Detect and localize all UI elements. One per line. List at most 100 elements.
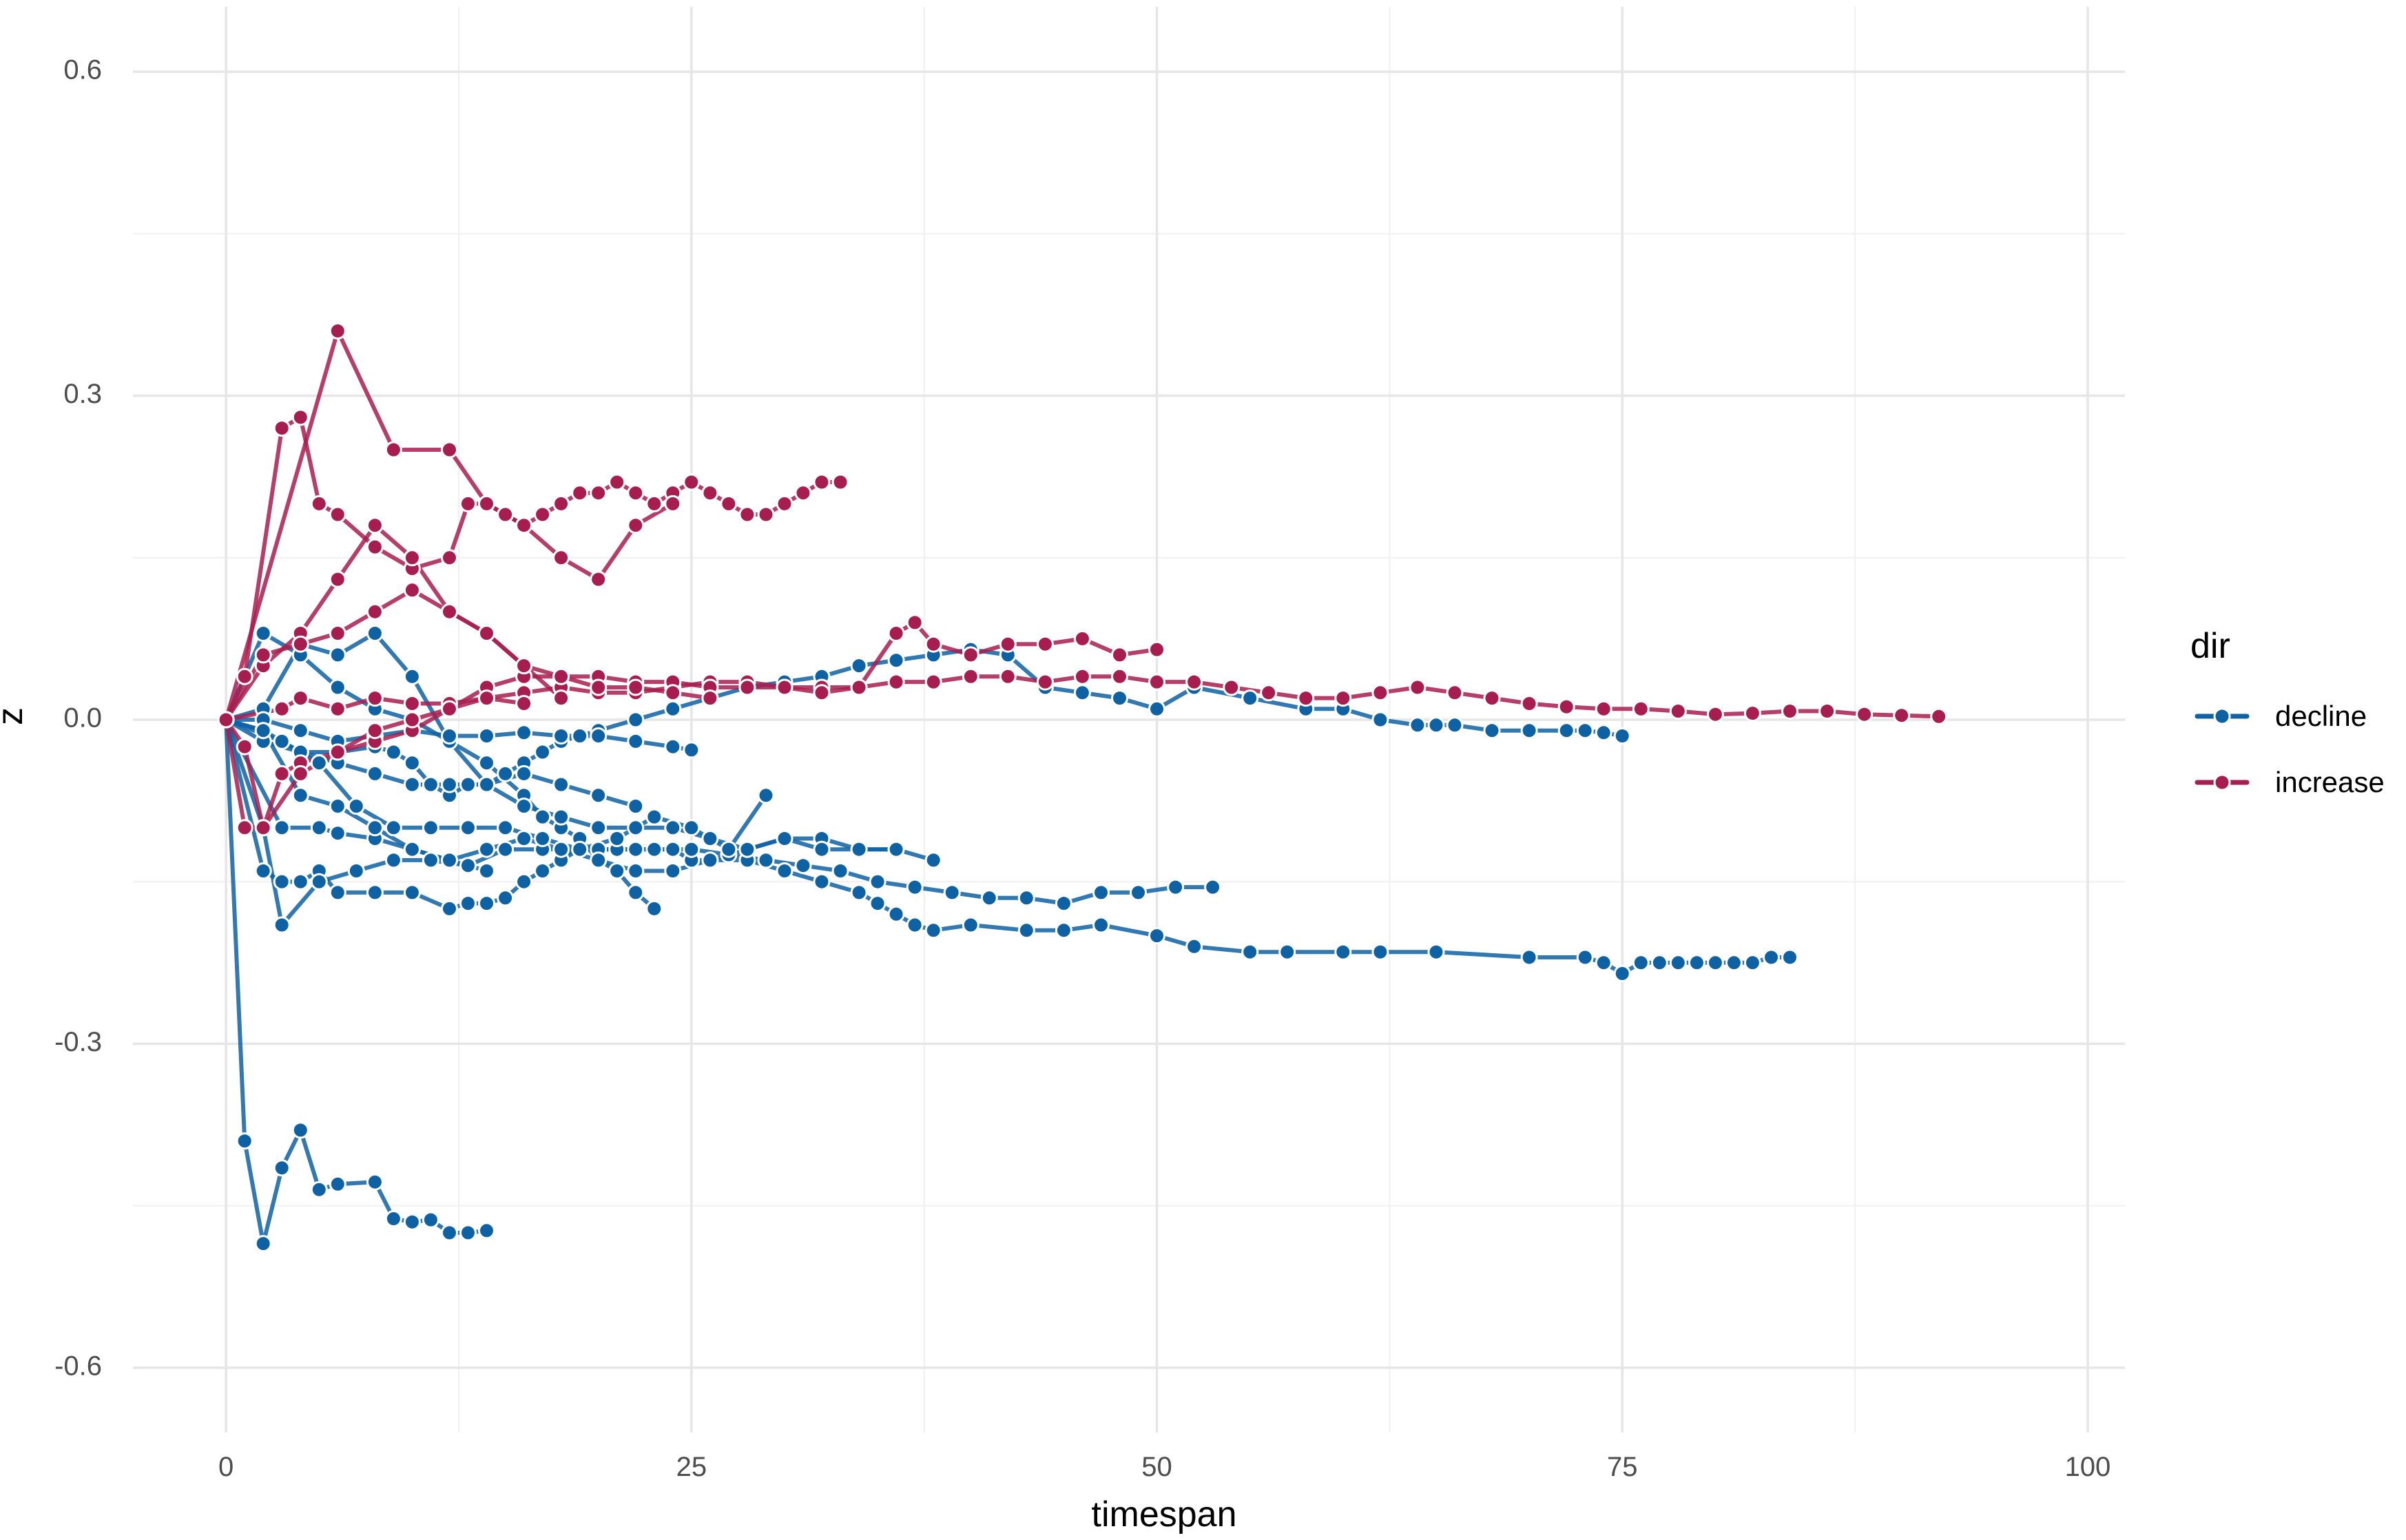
data-point-increase	[552, 495, 570, 512]
data-point-decline	[441, 1224, 458, 1242]
grid-minor	[133, 7, 2125, 1433]
data-point-decline	[813, 840, 831, 858]
data-point-decline	[552, 776, 570, 793]
y-tick-label: -0.6	[54, 1351, 102, 1381]
data-point-decline	[291, 787, 309, 804]
data-point-decline	[329, 884, 346, 902]
data-point-decline	[441, 727, 458, 745]
data-point-decline	[1334, 943, 1352, 961]
data-point-increase	[794, 484, 812, 502]
data-point-increase	[1856, 705, 1874, 723]
data-point-decline	[291, 873, 309, 891]
data-point-decline	[627, 732, 645, 750]
data-point-decline	[776, 830, 794, 847]
data-point-decline	[590, 787, 608, 804]
data-point-decline	[422, 1211, 439, 1229]
data-point-increase	[366, 689, 384, 707]
data-point-decline	[664, 862, 682, 880]
data-point-decline	[534, 830, 552, 847]
data-point-increase	[1036, 635, 1054, 653]
data-point-decline	[1427, 943, 1445, 961]
data-point-decline	[236, 1132, 253, 1150]
data-point-decline	[683, 741, 701, 759]
y-tick-label: -0.3	[54, 1027, 102, 1057]
data-point-increase	[1595, 700, 1612, 718]
data-point-decline	[254, 722, 272, 740]
data-point-decline	[534, 743, 552, 761]
legend-title: dir	[2190, 626, 2230, 666]
data-point-decline	[1669, 954, 1687, 972]
data-point-increase	[1669, 703, 1687, 720]
data-point-increase	[1520, 695, 1538, 712]
data-point-decline	[291, 1121, 309, 1139]
legend-label-decline: decline	[2275, 700, 2367, 732]
data-point-increase	[738, 506, 756, 523]
x-axis-ticks: 0 25 50 75 100	[218, 1452, 2111, 1482]
data-point-decline	[1185, 937, 1203, 955]
data-point-increase	[217, 711, 235, 729]
data-point-decline	[1613, 727, 1631, 745]
data-point-decline	[1427, 716, 1445, 734]
data-point-increase	[329, 570, 346, 588]
data-point-increase	[1111, 667, 1128, 685]
series-line-decline	[224, 647, 1625, 798]
data-point-increase	[627, 484, 645, 502]
data-point-decline	[459, 857, 477, 875]
data-point-decline	[329, 824, 346, 842]
data-point-increase	[273, 419, 291, 437]
data-point-decline	[608, 862, 626, 880]
x-tick-label: 100	[2065, 1452, 2111, 1482]
data-point-decline	[366, 884, 384, 902]
y-axis-title: z	[0, 707, 30, 725]
data-point-decline	[366, 1173, 384, 1191]
data-point-increase	[664, 495, 682, 512]
legend: dir decline increase	[2190, 626, 2385, 798]
data-point-decline	[683, 819, 701, 837]
data-point-increase	[1297, 689, 1315, 707]
data-point-decline	[1017, 922, 1035, 939]
data-point-increase	[403, 581, 421, 599]
data-point-decline	[627, 711, 645, 729]
data-point-decline	[571, 727, 589, 745]
data-point-decline	[794, 857, 812, 875]
data-point-decline	[887, 652, 905, 669]
series-line-decline	[224, 718, 1792, 976]
data-point-decline	[254, 1235, 272, 1253]
data-point-decline	[924, 851, 942, 869]
y-tick-label: 0.3	[63, 379, 102, 409]
data-point-increase	[645, 495, 663, 512]
data-point-increase	[310, 495, 328, 512]
legend-item-decline: decline	[2195, 700, 2367, 732]
data-point-decline	[1520, 722, 1538, 740]
data-point-decline	[1743, 954, 1761, 972]
data-point-increase	[701, 689, 719, 707]
data-point-decline	[403, 667, 421, 685]
data-point-increase	[403, 549, 421, 567]
data-point-increase	[273, 700, 291, 718]
data-point-increase	[478, 495, 495, 512]
data-point-increase	[887, 625, 905, 642]
grid-major	[133, 7, 2125, 1433]
data-point-decline	[515, 798, 533, 815]
data-point-decline	[1055, 922, 1072, 939]
data-point-increase	[1893, 707, 1911, 725]
data-point-decline	[813, 873, 831, 891]
data-point-decline	[552, 840, 570, 858]
data-point-increase	[329, 700, 346, 718]
data-point-decline	[478, 776, 495, 793]
data-point-decline	[1148, 927, 1165, 945]
data-point-decline	[273, 916, 291, 934]
data-point-decline	[347, 798, 365, 815]
data-point-decline	[1111, 689, 1128, 707]
data-point-decline	[515, 830, 533, 847]
data-point-increase	[776, 495, 794, 512]
data-point-increase	[813, 684, 831, 702]
data-point-increase	[291, 408, 309, 426]
data-point-decline	[850, 657, 868, 675]
data-point-decline	[1650, 954, 1668, 972]
data-point-increase	[329, 625, 346, 642]
data-point-decline	[329, 1175, 346, 1193]
series-points	[217, 322, 1948, 1253]
data-point-decline	[291, 722, 309, 740]
data-point-decline	[1520, 948, 1538, 966]
